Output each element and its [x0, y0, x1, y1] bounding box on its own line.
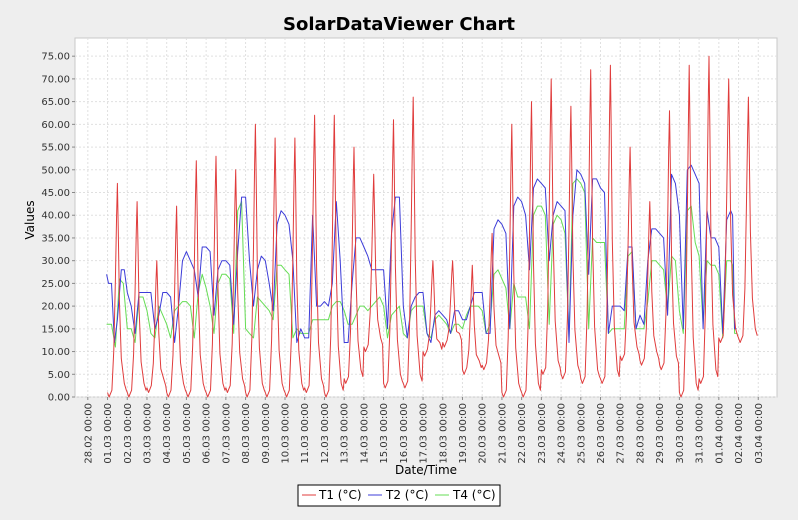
x-tick-label: 24.03 00:00	[557, 403, 568, 464]
y-tick-label: 0.00	[48, 393, 70, 404]
y-tick-label: 55.00	[41, 143, 70, 154]
x-tick-label: 29.03 00:00	[655, 403, 666, 464]
y-tick-label: 45.00	[41, 188, 70, 199]
y-tick-label: 10.00	[41, 347, 70, 358]
x-tick-label: 05.03 00:00	[182, 403, 193, 464]
x-tick-label: 25.03 00:00	[576, 403, 587, 464]
x-tick-label: 01.04 00:00	[714, 403, 725, 464]
y-tick-label: 25.00	[41, 279, 70, 290]
x-tick-label: 08.03 00:00	[241, 403, 252, 464]
y-axis-label: Values	[23, 200, 37, 239]
y-tick-label: 35.00	[41, 233, 70, 244]
x-tick-label: 03.03 00:00	[142, 403, 153, 464]
y-tick-label: 20.00	[41, 302, 70, 313]
x-tick-label: 10.03 00:00	[281, 403, 292, 464]
y-tick-label: 75.00	[41, 52, 70, 63]
x-tick-label: 31.03 00:00	[695, 403, 706, 464]
x-tick-label: 15.03 00:00	[379, 403, 390, 464]
series-layer	[106, 55, 758, 398]
x-tick-label: 11.03 00:00	[300, 403, 311, 464]
y-tick-label: 15.00	[41, 324, 70, 335]
chart-title: SolarDataViewer Chart	[283, 14, 515, 35]
x-tick-label: 18.03 00:00	[438, 403, 449, 464]
x-tick-label: 06.03 00:00	[202, 403, 213, 464]
x-tick-label: 14.03 00:00	[359, 403, 370, 464]
y-axis-ticks: 0.00 5.00 10.00 15.00 20.00 25.00 30.00 35.00 40…	[41, 52, 75, 404]
x-tick-label: 13.03 00:00	[340, 403, 351, 464]
x-tick-label: 16.03 00:00	[399, 403, 410, 464]
x-tick-label: 17.03 00:00	[419, 403, 430, 464]
x-axis-label: Date/Time	[395, 463, 457, 477]
y-tick-label: 60.00	[41, 120, 70, 131]
x-tick-label: 03.04 00:00	[754, 403, 765, 464]
series-line-t4	[106, 178, 737, 348]
legend-label-t4: T4 (°C)	[452, 488, 496, 502]
x-tick-label: 21.03 00:00	[497, 403, 508, 464]
x-tick-label: 12.03 00:00	[320, 403, 331, 464]
legend-label-t2: T2 (°C)	[385, 488, 429, 502]
y-tick-label: 5.00	[48, 370, 70, 381]
x-tick-label: 28.02 00:00	[83, 403, 94, 464]
x-tick-label: 23.03 00:00	[537, 403, 548, 464]
x-tick-label: 19.03 00:00	[458, 403, 469, 464]
x-tick-label: 07.03 00:00	[221, 403, 232, 464]
x-tick-label: 22.03 00:00	[517, 403, 528, 464]
x-tick-label: 27.03 00:00	[616, 403, 627, 464]
y-tick-label: 30.00	[41, 256, 70, 267]
series-line-t1	[107, 55, 758, 398]
x-tick-label: 01.03 00:00	[103, 403, 114, 464]
legend-box	[297, 484, 501, 507]
x-tick-label: 28.03 00:00	[635, 403, 646, 464]
legend-label-t1: T1 (°C)	[318, 488, 362, 502]
y-tick-label: 70.00	[41, 74, 70, 85]
legend: T1 (°C) T2 (°C) T4 (°C)	[297, 484, 501, 507]
x-tick-label: 02.04 00:00	[734, 403, 745, 464]
plot-area	[74, 37, 778, 398]
x-tick-label: 26.03 00:00	[596, 403, 607, 464]
y-tick-label: 40.00	[41, 211, 70, 222]
series-line-t2	[106, 164, 737, 343]
y-tick-label: 50.00	[41, 165, 70, 176]
x-tick-label: 02.03 00:00	[123, 403, 134, 464]
x-tick-label: 04.03 00:00	[162, 403, 173, 464]
x-axis-ticks: 28.02 00:00 01.03 00:00 02.03 00:00 03.03 0…	[83, 397, 765, 464]
x-tick-label: 20.03 00:00	[478, 403, 489, 464]
x-tick-label: 09.03 00:00	[261, 403, 272, 464]
y-tick-label: 65.00	[41, 97, 70, 108]
x-tick-label: 30.03 00:00	[675, 403, 686, 464]
